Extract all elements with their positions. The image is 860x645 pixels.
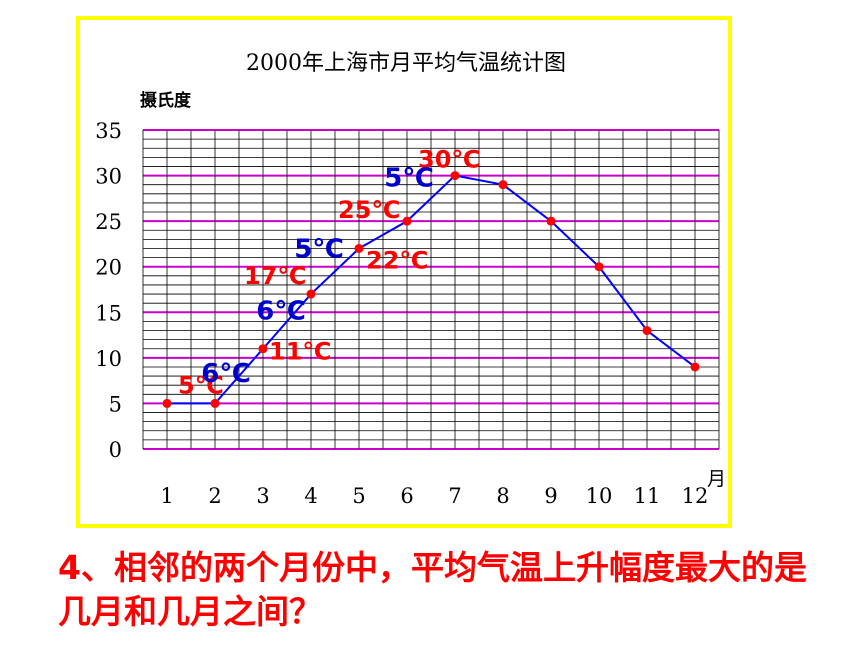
grid bbox=[142, 129, 720, 450]
data-point bbox=[306, 289, 316, 299]
value-annotation: 5℃ bbox=[178, 371, 224, 399]
y-tick-label: 20 bbox=[95, 256, 122, 280]
x-tick-label: 3 bbox=[256, 484, 269, 508]
difference-annotation: 6℃ bbox=[201, 359, 251, 389]
difference-annotation: 5℃ bbox=[294, 234, 344, 264]
x-tick-label: 1 bbox=[160, 484, 173, 508]
data-point bbox=[690, 362, 700, 372]
x-tick-label: 10 bbox=[586, 484, 613, 508]
x-tick-label: 5 bbox=[352, 484, 365, 508]
x-tick-label: 6 bbox=[400, 484, 413, 508]
data-point bbox=[258, 344, 268, 354]
chart-title: 2000年上海市月平均气温统计图 bbox=[246, 51, 566, 76]
question-text: 4、相邻的两个月份中，平均气温上升幅度最大的是几月和几月之间？ bbox=[58, 548, 807, 631]
y-tick-label: 25 bbox=[95, 210, 122, 234]
x-tick-label: 11 bbox=[634, 484, 661, 508]
data-point bbox=[450, 171, 460, 181]
data-point bbox=[354, 243, 364, 253]
data-point bbox=[642, 326, 652, 336]
data-point bbox=[210, 398, 220, 408]
value-annotation: 25℃ bbox=[338, 196, 400, 224]
x-tick-label: 8 bbox=[496, 484, 509, 508]
x-tick-label: 7 bbox=[448, 484, 461, 508]
x-tick-label: 12 bbox=[682, 484, 709, 508]
series-temperature bbox=[162, 171, 700, 408]
y-tick-label: 30 bbox=[95, 165, 122, 189]
x-tick-label: 4 bbox=[304, 484, 317, 508]
value-annotation: 17℃ bbox=[244, 262, 306, 290]
series-line bbox=[167, 174, 696, 405]
data-point bbox=[498, 180, 508, 190]
value-annotation: 22℃ bbox=[366, 246, 428, 274]
data-point bbox=[402, 216, 412, 226]
value-annotation: 30℃ bbox=[418, 146, 480, 174]
x-axis-label: 月 bbox=[707, 468, 726, 490]
y-tick-label: 35 bbox=[95, 119, 122, 143]
y-tick-label: 15 bbox=[95, 301, 122, 325]
data-point bbox=[594, 262, 604, 272]
x-tick-label: 9 bbox=[544, 484, 557, 508]
y-tick-label: 5 bbox=[109, 392, 122, 416]
y-tick-label: 10 bbox=[95, 347, 122, 371]
y-axis-label: 摄氏度 bbox=[140, 90, 192, 111]
data-point bbox=[546, 216, 556, 226]
value-annotation: 11℃ bbox=[269, 338, 331, 366]
difference-annotation: 5℃ bbox=[384, 163, 434, 193]
difference-annotation: 6℃ bbox=[256, 296, 306, 326]
data-point bbox=[162, 398, 172, 408]
annotations: 5℃11℃17℃22℃25℃30℃6℃6℃5℃5℃ bbox=[178, 146, 480, 400]
x-tick-label: 2 bbox=[208, 484, 221, 508]
y-tick-label: 0 bbox=[109, 438, 122, 462]
